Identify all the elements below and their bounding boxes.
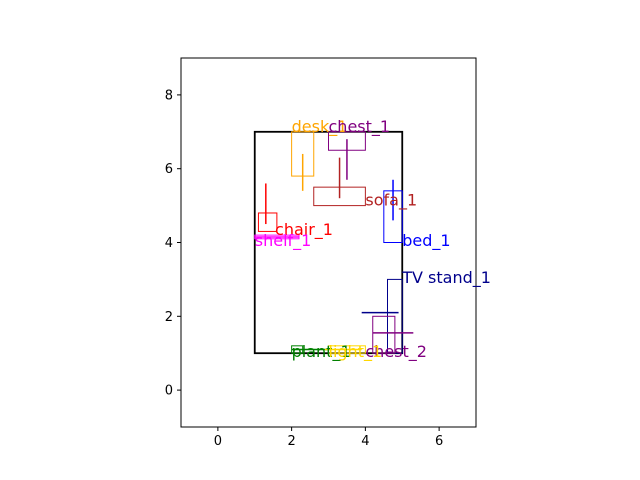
chest-2-box [372, 315, 396, 354]
x-tick-label: 0 [214, 434, 222, 449]
tv-stand-1-label: TV stand_1 [401, 268, 491, 288]
y-tick-label: 6 [165, 162, 173, 177]
sofa-1-label: sofa_1 [365, 191, 417, 211]
y-tick-label: 2 [165, 310, 173, 325]
y-tick-label: 0 [165, 384, 173, 399]
bed-1-label: bed_1 [402, 231, 450, 251]
objects-layer [254, 131, 414, 354]
shelf-1-label: shelf_1 [255, 231, 312, 251]
chest-2-label: chest_2 [365, 342, 427, 362]
x-tick-label: 2 [287, 434, 295, 449]
light-1-label: light_1 [329, 342, 383, 362]
chest-1-label: chest_1 [329, 117, 391, 137]
chair-1-box [257, 212, 278, 232]
desk-1-label: desk_1 [292, 117, 348, 137]
x-tick-label: 4 [361, 434, 369, 449]
x-tick-label: 6 [435, 434, 443, 449]
axes-frame-layer: 0 2 4 6 0 2 4 6 8 [165, 57, 477, 449]
y-tick-label: 4 [165, 236, 173, 251]
plant-1-label: plant_1 [292, 342, 351, 362]
chair-1-label: chair_1 [275, 220, 333, 240]
y-tick-label: 8 [165, 88, 173, 103]
